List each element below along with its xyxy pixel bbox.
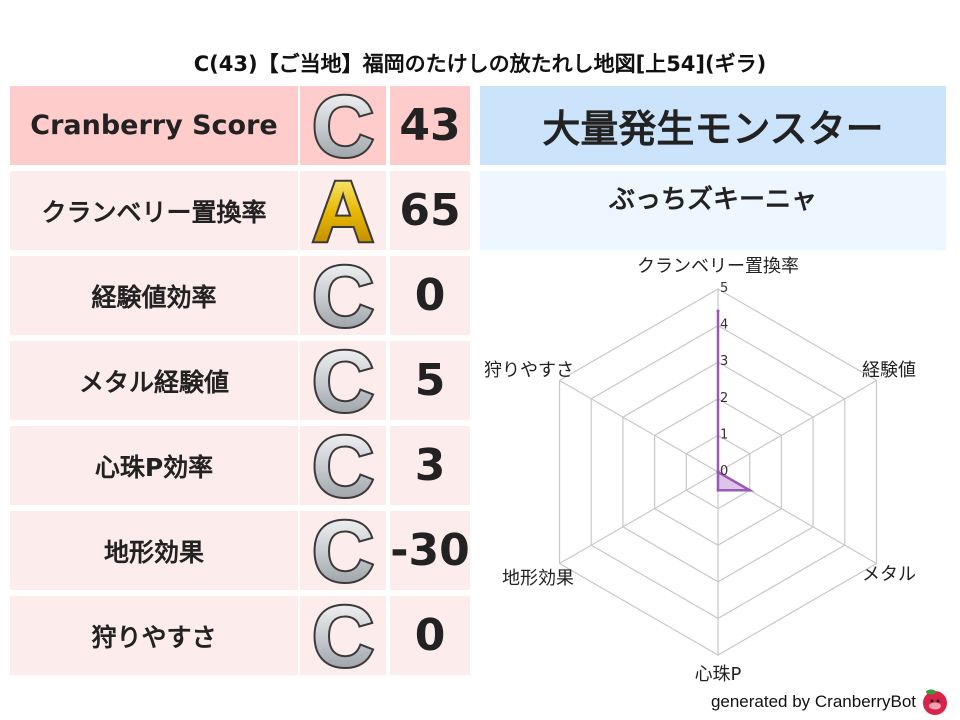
svg-text:C: C (312, 88, 374, 164)
row-value: 0 (390, 596, 470, 675)
grade-c-icon: C (310, 598, 376, 674)
grade-c-icon: C (310, 428, 376, 504)
tick-label: 0 (720, 464, 728, 479)
cranberry-bot-icon (923, 689, 947, 715)
grid-spoke (717, 379, 877, 473)
monster-name: ぶっちズキーニャ (480, 171, 946, 250)
svg-text:C: C (312, 428, 374, 504)
svg-text:A: A (312, 173, 374, 249)
tick-label: 2 (720, 391, 728, 406)
data-point (716, 488, 720, 492)
tick-label: 1 (720, 427, 728, 442)
row-label: Cranberry Score (10, 86, 298, 165)
grade-c-icon: C (310, 88, 376, 164)
row-label: 心珠P効率 (10, 426, 298, 505)
axis-label: 心珠P (695, 664, 742, 685)
row-label: メタル経験値 (10, 341, 298, 420)
grade-c-icon: C (310, 513, 376, 589)
row-label: 経験値効率 (10, 256, 298, 335)
page-title: C(43)【ご当地】福岡のたけしの放たれし地図[上54](ギラ) (193, 52, 767, 76)
axis-label: 経験値 (862, 360, 916, 381)
grid-spoke (559, 379, 719, 473)
grade-a-icon: A (310, 173, 376, 249)
footer-credit: generated by CranberryBot (710, 692, 916, 711)
svg-text:C: C (312, 343, 374, 419)
row-label: クランベリー置換率 (10, 171, 298, 250)
row-value: 0 (390, 256, 470, 335)
data-point (716, 470, 720, 474)
axis-label: 地形効果 (502, 568, 574, 589)
grade-badge: C (300, 426, 386, 505)
axis-label: クランベリー置換率 (637, 256, 799, 277)
monster-header: 大量発生モンスター (480, 86, 946, 165)
svg-text:C: C (312, 258, 374, 334)
tick-label: 5 (720, 281, 728, 296)
row-label: 狩りやすさ (10, 596, 298, 675)
grade-badge: C (300, 596, 386, 675)
series-area (716, 310, 755, 492)
svg-text:C: C (312, 598, 374, 674)
row-value: 3 (390, 426, 470, 505)
row-value: 5 (390, 341, 470, 420)
row-label: 地形効果 (10, 511, 298, 590)
row-value: 65 (390, 171, 470, 250)
row-value: 43 (390, 86, 470, 165)
row-value: -30 (390, 511, 470, 590)
axis-label: メタル (862, 564, 916, 585)
tick-label: 4 (720, 318, 728, 333)
grade-badge: C (300, 86, 386, 165)
tick-label: 3 (720, 354, 728, 369)
grade-c-icon: C (310, 258, 376, 334)
grid-spoke (559, 471, 719, 565)
grade-badge: A (300, 171, 386, 250)
svg-text:C: C (312, 513, 374, 589)
grade-badge: C (300, 256, 386, 335)
data-point (748, 488, 752, 492)
axis-label: 狩りやすさ (484, 360, 574, 381)
grade-badge: C (300, 511, 386, 590)
grade-c-icon: C (310, 343, 376, 419)
grade-badge: C (300, 341, 386, 420)
data-point (716, 309, 720, 313)
